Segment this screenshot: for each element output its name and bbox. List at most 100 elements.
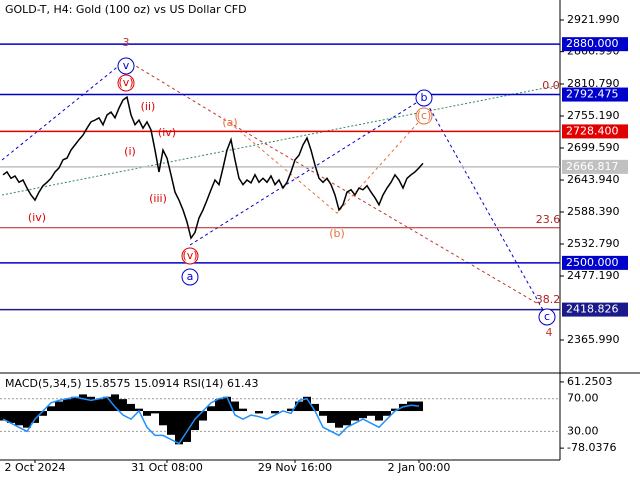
macd-bar	[383, 411, 391, 416]
wave-label: 0.0	[542, 79, 560, 92]
macd-bar	[151, 411, 159, 414]
wave-label: (ii)	[141, 100, 156, 113]
macd-bar	[391, 408, 399, 412]
x-tick-label: 31 Oct 08:00	[131, 461, 203, 474]
annotation-circle	[117, 57, 135, 75]
macd-bar	[319, 411, 327, 416]
y-tick-label: -78.0376	[567, 441, 616, 454]
y-tick-label: 61.2503	[567, 375, 613, 388]
macd-bar	[143, 411, 151, 416]
macd-bar	[119, 399, 127, 412]
annotation-circle	[117, 74, 135, 92]
trend-line	[1, 59, 127, 161]
level-label-box	[562, 124, 628, 139]
macd-bar	[239, 408, 247, 412]
wave-label: (iv)	[158, 126, 176, 139]
y-tick-label: 2699.590	[567, 141, 620, 154]
macd-bar	[271, 411, 279, 414]
annotation-circle	[415, 107, 433, 125]
level-label-box	[562, 87, 628, 102]
wave-line	[229, 115, 425, 214]
level-label: 2418.826	[566, 303, 619, 316]
macd-bar	[23, 411, 31, 428]
wave-label: a	[187, 270, 194, 283]
macd-bar	[327, 411, 335, 423]
annotation-circle	[181, 247, 199, 265]
macd-bar	[287, 408, 295, 412]
y-tick-label: 2755.190	[567, 109, 620, 122]
macd-bar	[295, 401, 303, 412]
rsi-line	[2, 396, 420, 445]
macd-bar	[95, 399, 103, 412]
level-label-box	[562, 255, 628, 270]
wave-label: (iv)	[28, 211, 46, 224]
macd-bar	[7, 411, 15, 423]
wave-label: 3	[123, 36, 130, 49]
level-label: 2880.000	[566, 37, 619, 50]
macd-bar	[303, 396, 311, 412]
annotation-circle	[538, 308, 556, 326]
wave-label: (c)	[417, 109, 432, 122]
macd-bar	[103, 396, 111, 412]
macd-bar	[39, 411, 47, 416]
macd-bar	[231, 401, 239, 412]
y2-tick-label: 30.00	[567, 424, 599, 437]
macd-bar	[71, 396, 79, 412]
level-label: 2728.400	[566, 124, 619, 137]
level-label-box	[562, 302, 628, 317]
macd-bar	[63, 399, 71, 412]
annotation-circle	[415, 89, 433, 107]
wave-label: c	[544, 310, 550, 323]
annotation-circle	[181, 268, 199, 286]
macd-bar	[183, 411, 191, 442]
x-tick-label: 2 Oct 2024	[4, 461, 65, 474]
macd-bar	[199, 411, 207, 421]
chart-title: GOLD-T, H4: Gold (100 oz) vs US Dollar C…	[5, 3, 247, 16]
wave-label: (v)	[182, 249, 197, 262]
level-label-box	[562, 37, 628, 52]
wave-label: (i)	[124, 145, 136, 158]
macd-bar	[15, 411, 23, 426]
macd-bar	[367, 411, 375, 416]
macd-bar	[343, 411, 351, 426]
y-tick-label: 2588.390	[567, 205, 620, 218]
y-tick-label: 2532.790	[567, 237, 620, 250]
macd-bar	[31, 411, 39, 423]
macd-bar	[135, 408, 143, 412]
macd-bar	[55, 401, 63, 412]
y-tick-label: 2810.790	[567, 77, 620, 90]
macd-bar	[191, 411, 199, 431]
x-tick-label: 2 Jan 00:00	[388, 461, 451, 474]
macd-bar	[111, 394, 119, 412]
wave-label: (v)	[118, 76, 133, 89]
macd-bar	[167, 411, 175, 435]
level-label: 2500.000	[566, 256, 619, 269]
wave-label: (iii)	[149, 192, 167, 205]
wave-label: 38.2	[536, 293, 561, 306]
level-label-box	[562, 159, 628, 174]
macd-bar	[207, 406, 215, 412]
macd-bar	[159, 411, 167, 426]
wave-label: (b)	[329, 227, 345, 240]
macd-bar	[223, 396, 231, 412]
macd-bar	[359, 411, 367, 419]
x-tick-label: 29 Nov 16:00	[258, 461, 332, 474]
wave-label: b	[421, 91, 428, 104]
macd-bar	[375, 411, 383, 421]
level-label: 2666.817	[566, 160, 619, 173]
macd-bar	[415, 401, 423, 412]
macd-bar	[335, 411, 343, 428]
macd-bar	[175, 411, 183, 445]
y-tick-label: 2643.940	[567, 173, 620, 186]
macd-bar	[407, 401, 415, 412]
macd-bar	[79, 394, 87, 412]
y2-tick-label: 70.00	[567, 392, 599, 405]
macd-bar	[0, 411, 7, 421]
price-line	[2, 95, 424, 240]
y-tick-label: 2477.190	[567, 269, 620, 282]
wave-label: 23.6	[536, 213, 561, 226]
level-label: 2792.475	[566, 88, 619, 101]
y-tick-label: 2365.990	[567, 333, 620, 346]
